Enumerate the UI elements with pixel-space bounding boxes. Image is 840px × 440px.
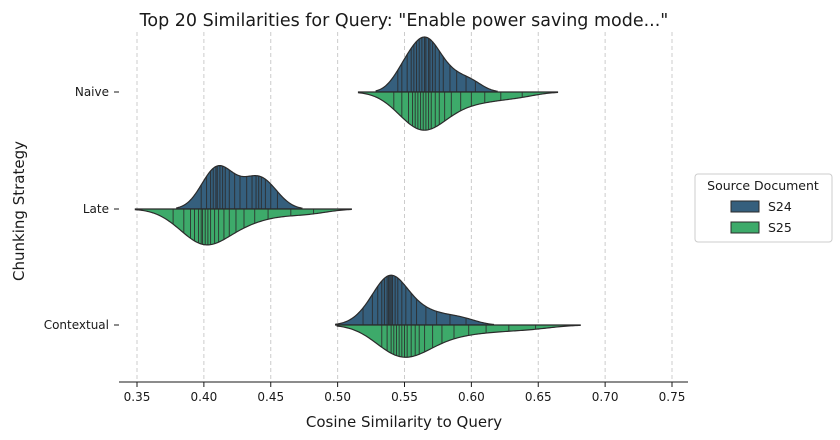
y-axis: Naive Late Contextual (44, 85, 119, 332)
x-tick-label: 0.45 (257, 390, 284, 404)
x-tick-label: 0.35 (124, 390, 151, 404)
x-tick-label: 0.55 (391, 390, 418, 404)
legend-swatch-s25 (730, 221, 760, 234)
x-tick-label: 0.60 (458, 390, 485, 404)
x-tick-label: 0.70 (592, 390, 619, 404)
violin-half-s24 (176, 164, 303, 210)
violin-half-s25 (336, 324, 581, 358)
y-tick-label: Contextual (44, 318, 109, 332)
legend-frame (694, 173, 833, 243)
violins (134, 36, 581, 358)
violin-half-s25 (134, 208, 352, 246)
legend-swatch-s24 (730, 200, 760, 213)
x-axis-title: Cosine Similarity to Query (306, 413, 502, 431)
x-tick-label: 0.50 (324, 390, 351, 404)
legend-label: S25 (768, 220, 792, 235)
violin-half-s24 (375, 36, 498, 93)
violin-half-s25 (357, 91, 559, 131)
legend-label: S24 (768, 199, 792, 214)
legend-title: Source Document (707, 178, 819, 193)
y-tick-label: Late (83, 202, 109, 216)
violin-half-s24 (335, 274, 495, 326)
x-tick-label: 0.65 (525, 390, 552, 404)
x-axis: 0.35 0.40 0.45 0.50 0.55 0.60 0.65 0.70 0.75 (119, 381, 688, 404)
x-tick-label: 0.75 (659, 390, 686, 404)
y-tick-label: Naive (75, 85, 109, 99)
y-axis-title: Chunking Strategy (10, 141, 28, 281)
x-tick-label: 0.40 (191, 390, 218, 404)
legend: Source Document S24 S25 (694, 173, 833, 243)
chart-title: Top 20 Similarities for Query: "Enable p… (139, 11, 669, 31)
